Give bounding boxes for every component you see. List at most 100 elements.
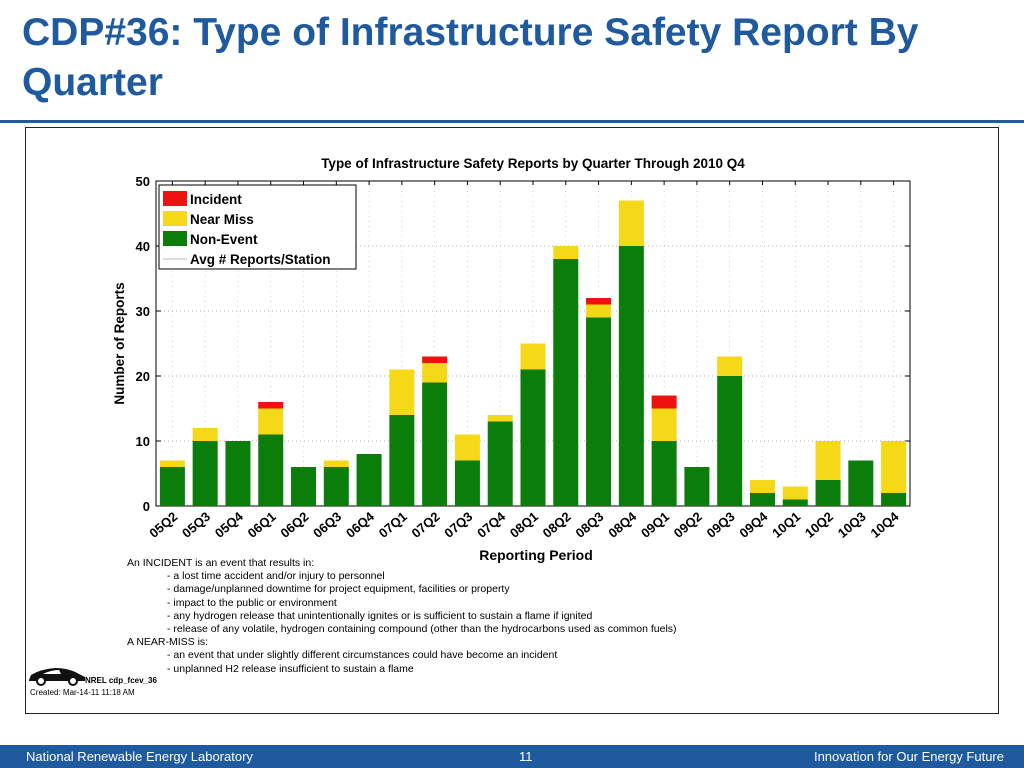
bar-non-event [422,382,448,506]
x-tick-label: 09Q4 [736,508,771,540]
bar-near-miss [159,460,185,467]
x-tick-label: 10Q3 [835,509,869,541]
x-tick-label: 06Q1 [245,509,279,541]
x-tick-label: 06Q2 [277,509,311,541]
bar-non-event [717,376,743,506]
bar-near-miss [487,415,513,422]
bar-non-event [881,493,907,506]
bar-non-event [749,493,775,506]
bar-non-event [159,467,185,506]
bar-incident [422,356,448,363]
y-tick-label: 30 [136,304,150,319]
bar-non-event [618,246,644,506]
bar-near-miss [586,304,612,318]
x-tick-label: 07Q3 [441,509,475,541]
bar-near-miss [651,408,677,441]
bar-non-event [520,369,546,506]
footer-tagline: Innovation for Our Energy Future [813,749,1004,764]
y-tick-label: 40 [136,239,150,254]
bar-non-event [586,317,612,506]
y-tick-label: 0 [143,499,150,514]
bar-non-event [225,441,251,506]
x-tick-label: 05Q2 [146,509,180,541]
bar-near-miss [454,434,480,461]
bar-near-miss [422,363,448,383]
footer-bar: National Renewable Energy Laboratory 11 … [0,745,1024,768]
y-tick-label: 20 [136,369,150,384]
bar-non-event [782,499,808,506]
bar-non-event [848,460,874,506]
x-tick-label: 05Q4 [212,508,247,540]
slide-title: CDP#36: Type of Infrastructure Safety Re… [22,11,919,104]
x-tick-label: 09Q3 [704,509,738,541]
created-timestamp: Created: Mar-14-11 11:18 AM [30,688,135,697]
legend-label: Non-Event [190,232,258,247]
bar-non-event [684,467,710,506]
bar-non-event [192,441,218,506]
y-tick-label: 50 [136,174,150,189]
x-tick-label: 08Q2 [540,509,574,541]
bar-near-miss [815,441,841,480]
bar-near-miss [323,460,349,467]
note-line: - a lost time accident and/or injury to … [167,570,385,583]
bar-non-event [815,480,841,506]
x-tick-label: 10Q4 [868,508,903,540]
chart-frame: Type of Infrastructure Safety Reports by… [25,127,999,714]
x-tick-label: 08Q4 [605,508,640,540]
legend-swatch [163,211,187,226]
x-tick-label: 06Q3 [310,509,344,541]
y-axis-label: Number of Reports [112,282,127,404]
bar-non-event [291,467,317,506]
bar-non-event [651,441,677,506]
bar-non-event [258,434,284,506]
x-tick-label: 08Q3 [572,509,606,541]
bar-near-miss [749,480,775,493]
bar-non-event [356,454,382,506]
note-line: - release of any volatile, hydrogen cont… [167,623,677,636]
legend-swatch [163,231,187,246]
bar-non-event [454,460,480,506]
bar-near-miss [881,441,907,493]
note-line: - any hydrogen release that unintentiona… [167,609,593,622]
footer-organization: National Renewable Energy Laboratory [26,749,253,764]
bar-near-miss [389,369,415,415]
bar-non-event [389,415,415,506]
note-line: - damage/unplanned downtime for project … [167,583,510,596]
x-tick-label: 07Q1 [376,509,410,541]
bar-near-miss [520,343,546,370]
x-tick-label: 07Q4 [474,508,509,540]
bar-near-miss [717,356,743,376]
x-tick-label: 10Q2 [802,509,836,541]
legend-swatch [163,191,187,206]
legend-label: Incident [190,192,242,207]
x-tick-label: 06Q4 [343,508,378,540]
bar-near-miss [258,408,284,435]
bar-incident [586,298,612,305]
nrel-tag: NREL cdp_fcev_36 [85,676,157,685]
note-line: - unplanned H2 release insufficient to s… [167,662,414,675]
car-icon [29,668,85,686]
definitions-notes: An INCIDENT is an event that results in:… [127,557,677,676]
bar-near-miss [553,246,579,259]
x-axis-label: Reporting Period [479,547,593,563]
bar-near-miss [782,486,808,500]
chart-title: Type of Infrastructure Safety Reports by… [321,156,745,171]
bar-incident [258,402,284,409]
x-tick-label: 07Q2 [409,509,443,541]
bar-non-event [553,259,579,506]
safety-reports-chart: Type of Infrastructure Safety Reports by… [112,156,911,563]
x-tick-label: 05Q3 [179,509,213,541]
x-tick-label: 09Q1 [638,509,672,541]
legend-label: Near Miss [190,212,254,227]
note-line: An INCIDENT is an event that results in: [127,557,315,569]
legend-box [158,184,357,270]
page-number: 11 [519,749,533,764]
x-tick-label: 10Q1 [769,509,803,541]
x-tick-label: 09Q2 [671,509,705,541]
bar-near-miss [192,428,218,441]
note-line: - impact to the public or environment [167,596,337,609]
y-tick-label: 10 [136,434,150,449]
x-tick-label: 08Q1 [507,509,541,541]
bar-incident [651,395,677,409]
bar-near-miss [618,200,644,246]
